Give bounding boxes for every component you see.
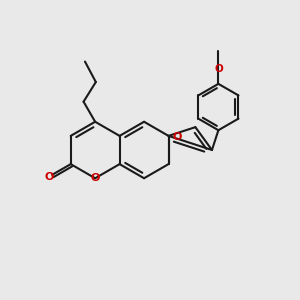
Text: O: O <box>173 132 182 142</box>
Text: O: O <box>44 172 54 182</box>
Text: O: O <box>214 64 223 74</box>
Text: O: O <box>91 173 100 183</box>
